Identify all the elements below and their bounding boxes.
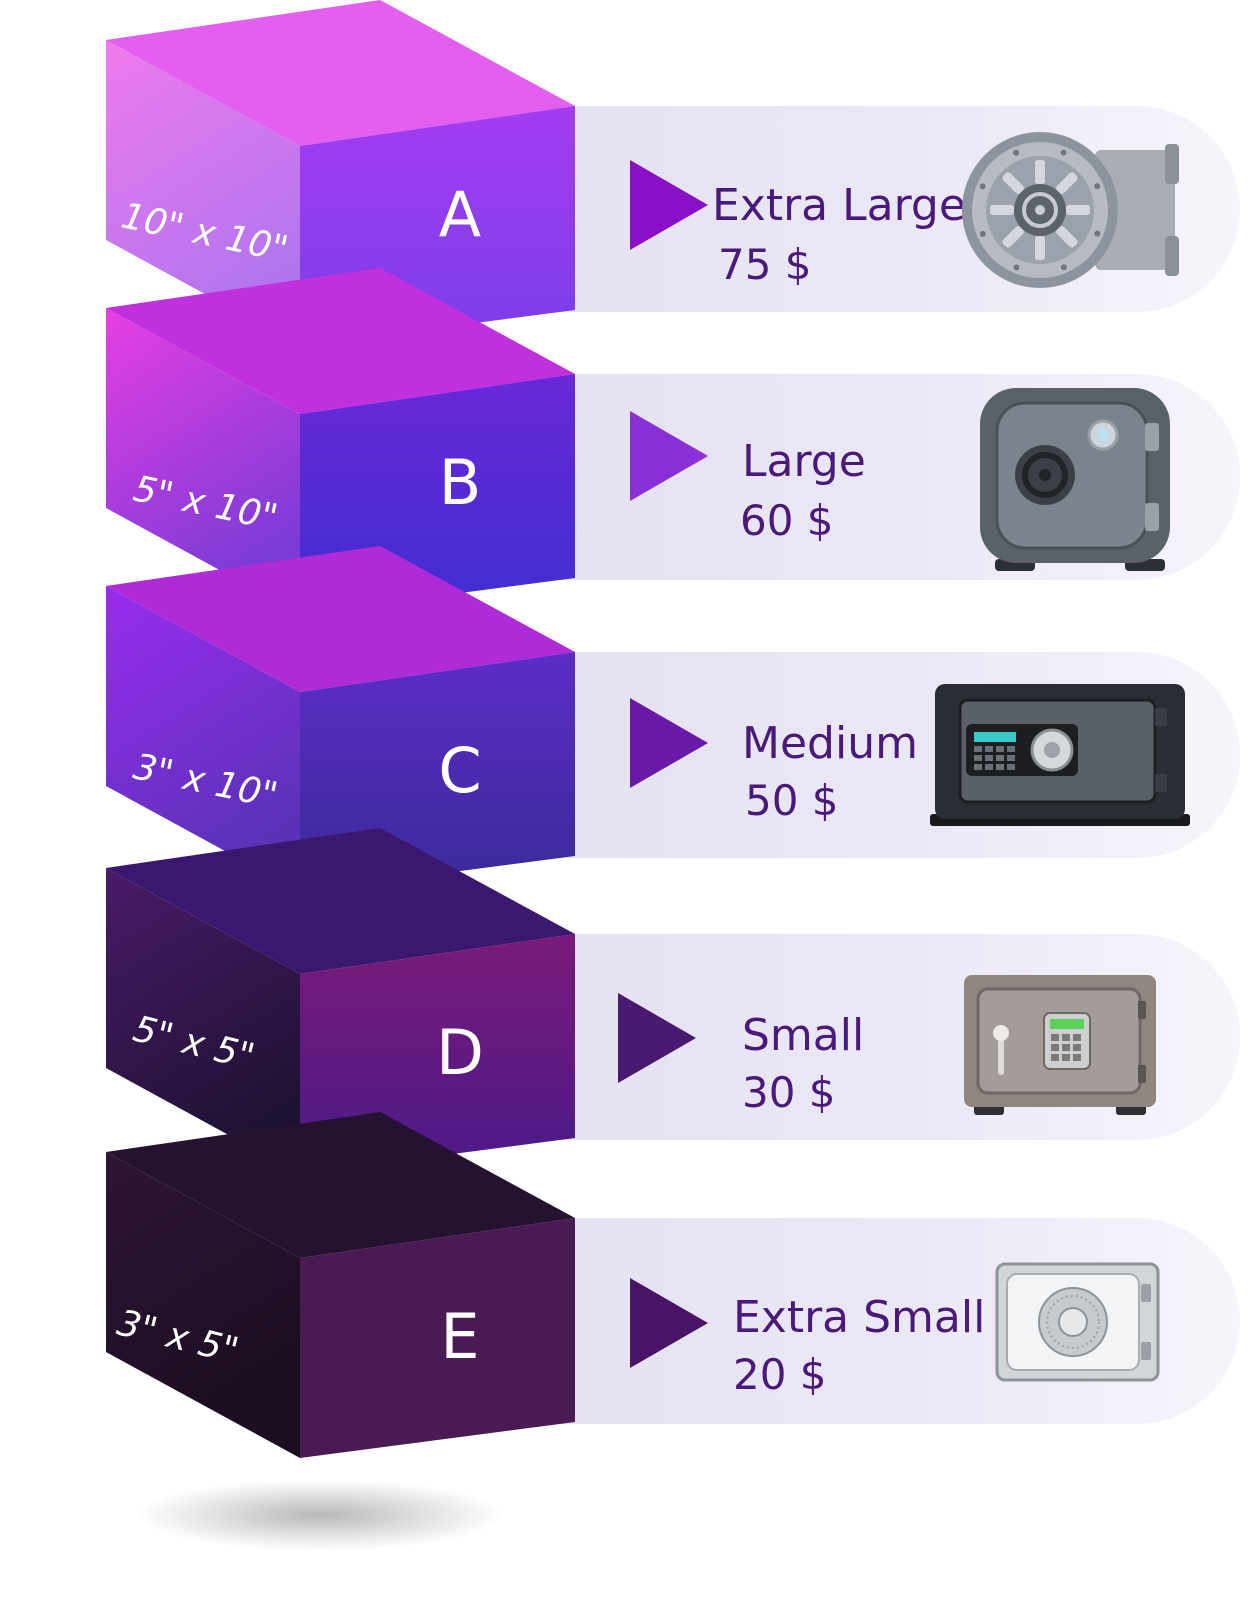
cube-top-face — [106, 268, 575, 414]
cube-side-face — [106, 586, 300, 892]
tier-price: 60 $ — [740, 496, 834, 545]
play-arrow-icon — [630, 411, 708, 501]
cube-front-face — [300, 1218, 575, 1458]
play-arrow-icon — [618, 993, 696, 1083]
cube-top-face — [106, 1112, 575, 1258]
digital-keypad-safe-icon — [930, 684, 1190, 826]
play-arrow-icon — [630, 1278, 708, 1368]
tier-price: 20 $ — [733, 1350, 827, 1399]
cube-side-face — [106, 1152, 300, 1458]
tier-letter: A — [438, 178, 482, 251]
tier-price: 50 $ — [745, 776, 839, 825]
base-shadow — [140, 1480, 500, 1550]
tier-letter: B — [438, 446, 482, 519]
tier-size-name: Extra Large — [712, 180, 966, 231]
cube-top-face — [106, 546, 575, 692]
tier-cube — [106, 1112, 575, 1458]
tier-size-name: Large — [742, 436, 866, 487]
cube-top-face — [106, 828, 575, 974]
play-arrow-icon — [630, 698, 708, 788]
tier-size-name: Medium — [742, 718, 918, 769]
tier-size-name: Extra Small — [733, 1292, 986, 1343]
bank-vault-door-icon — [962, 132, 1179, 288]
tier-price: 75 $ — [718, 240, 812, 289]
tier-letter: E — [440, 1300, 480, 1373]
cube-side-face — [106, 40, 300, 346]
tier-letter: C — [438, 734, 482, 807]
keypad-lock-safe-icon — [964, 975, 1156, 1115]
play-arrow-icon — [630, 160, 708, 250]
combination-dial-safe-icon — [995, 1262, 1160, 1382]
cube-top-face — [106, 0, 575, 146]
cube-side-face — [106, 308, 300, 614]
tier-price: 30 $ — [742, 1068, 836, 1117]
tier-size-name: Small — [742, 1010, 865, 1061]
tier-letter: D — [436, 1016, 484, 1089]
round-vault-safe-icon — [980, 388, 1170, 571]
cube-side-face — [106, 868, 300, 1174]
